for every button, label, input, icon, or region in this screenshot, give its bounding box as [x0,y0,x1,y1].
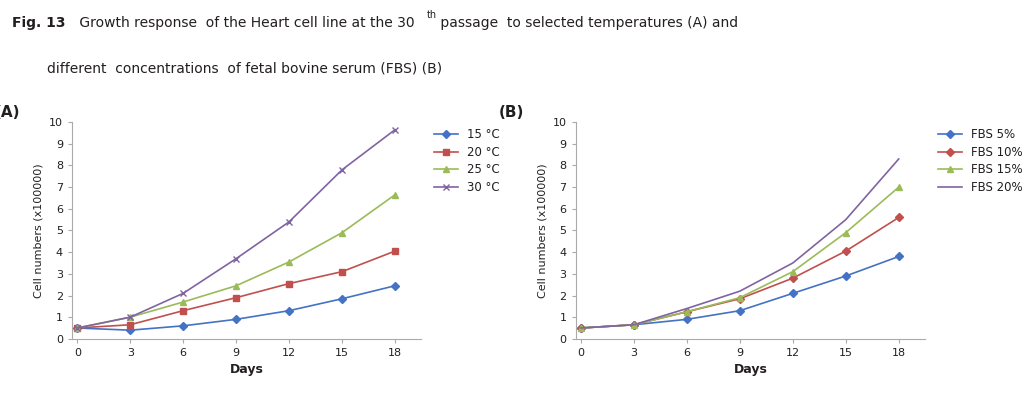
20 °C [177,308,189,313]
FBS 5% [734,308,746,313]
30 °C [389,127,401,132]
20 °C [230,296,243,300]
FBS 10% [786,276,799,281]
30 °C [71,325,83,330]
FBS 20% [628,322,640,327]
FBS 20% [892,156,905,162]
30 °C [336,167,348,172]
FBS 15% [892,185,905,190]
FBS 5% [840,273,852,278]
Line: 30 °C: 30 °C [74,126,399,331]
FBS 15% [840,230,852,235]
Text: Growth response  of the Heart cell line at the 30: Growth response of the Heart cell line a… [75,16,414,30]
FBS 10% [628,322,640,327]
FBS 20% [681,306,693,311]
Y-axis label: Cell numbers (x100000): Cell numbers (x100000) [33,163,43,298]
20 °C [283,281,295,286]
FBS 15% [734,296,746,300]
FBS 15% [575,325,587,330]
25 °C [230,283,243,288]
Text: th: th [427,10,437,20]
25 °C [336,230,348,235]
25 °C [283,260,295,264]
Text: different  concentrations  of fetal bovine serum (FBS) (B): different concentrations of fetal bovine… [12,61,442,75]
X-axis label: Days: Days [734,363,767,376]
Text: Fig. 13: Fig. 13 [12,16,66,30]
25 °C [177,300,189,305]
FBS 20% [575,325,587,330]
15 °C [389,283,401,288]
FBS 20% [786,261,799,266]
FBS 10% [840,249,852,253]
Line: FBS 15%: FBS 15% [578,184,902,331]
FBS 5% [681,317,693,322]
Text: (A): (A) [0,105,21,120]
FBS 10% [575,325,587,330]
Line: FBS 10%: FBS 10% [578,215,902,331]
FBS 10% [681,309,693,314]
Line: 15 °C: 15 °C [74,283,398,333]
Line: 25 °C: 25 °C [74,192,398,331]
FBS 10% [734,296,746,301]
25 °C [124,315,137,320]
Line: FBS 5%: FBS 5% [578,254,902,331]
Legend: 15 °C, 20 °C, 25 °C, 30 °C: 15 °C, 20 °C, 25 °C, 30 °C [435,128,501,194]
FBS 20% [734,289,746,294]
Text: (B): (B) [499,105,524,120]
15 °C [124,328,137,333]
FBS 20% [840,217,852,222]
FBS 5% [786,291,799,296]
25 °C [71,325,83,330]
FBS 5% [628,322,640,327]
15 °C [177,323,189,328]
30 °C [230,256,243,261]
FBS 10% [892,215,905,220]
30 °C [177,291,189,296]
30 °C [283,219,295,224]
15 °C [71,325,83,330]
15 °C [230,317,243,322]
20 °C [336,269,348,274]
20 °C [71,325,83,330]
20 °C [124,322,137,327]
20 °C [389,249,401,253]
30 °C [124,315,137,320]
15 °C [283,308,295,313]
Line: 20 °C: 20 °C [74,248,398,331]
FBS 15% [681,309,693,314]
FBS 15% [786,269,799,274]
Line: FBS 20%: FBS 20% [581,159,898,328]
FBS 5% [892,254,905,259]
25 °C [389,192,401,197]
15 °C [336,296,348,301]
FBS 5% [575,325,587,330]
Legend: FBS 5%, FBS 10%, FBS 15%, FBS 20%: FBS 5%, FBS 10%, FBS 15%, FBS 20% [939,128,1023,194]
FBS 15% [628,322,640,327]
Y-axis label: Cell numbers (x100000): Cell numbers (x100000) [537,163,547,298]
X-axis label: Days: Days [230,363,263,376]
Text: passage  to selected temperatures (A) and: passage to selected temperatures (A) and [436,16,738,30]
